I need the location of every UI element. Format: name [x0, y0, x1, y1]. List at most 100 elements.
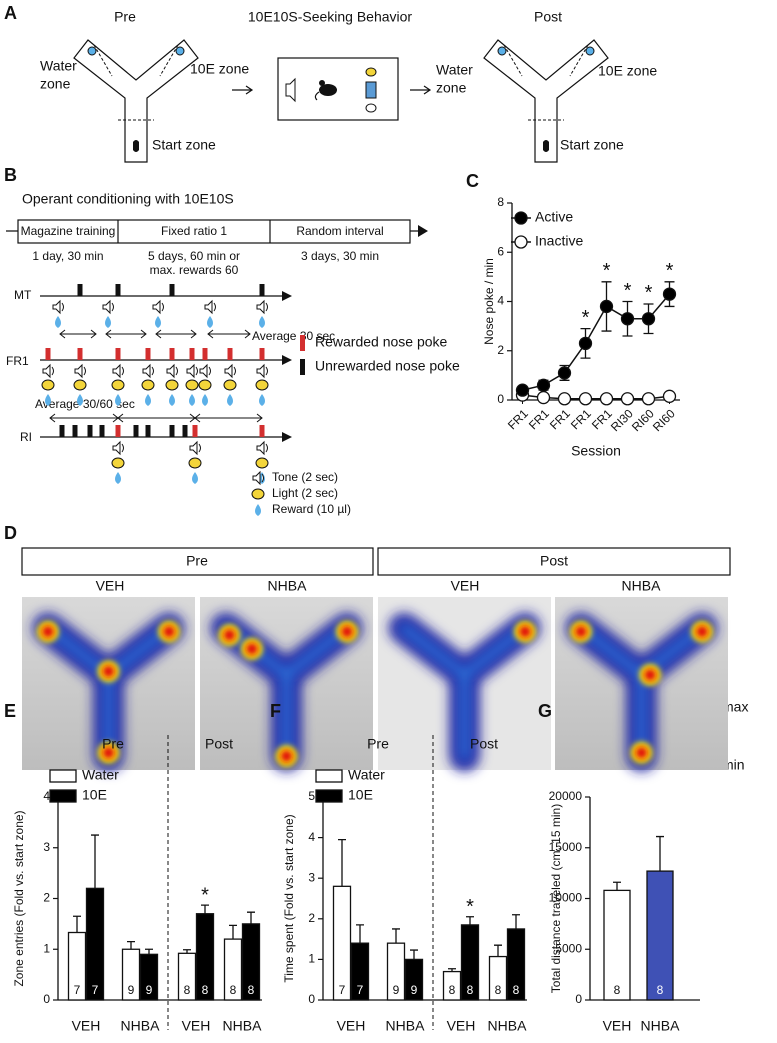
poke [133, 425, 139, 437]
point [662, 389, 677, 403]
hotspot [644, 668, 657, 681]
point [662, 287, 677, 301]
tone-icon [204, 299, 216, 315]
reward-icon [45, 394, 51, 406]
error-bar [410, 949, 418, 960]
y-axis-title: Total distance traveled (cm, 15 min) [549, 804, 563, 993]
poke [259, 348, 265, 360]
n-label: 8 [495, 983, 502, 997]
phase: Magazine training [21, 224, 116, 238]
tone-icon [166, 363, 178, 379]
bar [488, 955, 508, 1001]
poke [202, 348, 208, 360]
error-bar [127, 940, 135, 950]
interval-arrow [194, 413, 263, 423]
poke [169, 348, 175, 360]
hotspot [280, 750, 293, 763]
x-tick-label: VEH [603, 1018, 632, 1034]
error-bar [145, 948, 153, 955]
bar [177, 952, 197, 1001]
significance: * [666, 260, 674, 282]
point [599, 299, 614, 314]
panel-letter: D [4, 523, 17, 543]
n-label: 9 [146, 983, 153, 997]
light-icon [188, 457, 202, 469]
tone-icon [224, 363, 236, 379]
error-bar [512, 914, 520, 929]
x-tick-label: VEH [337, 1018, 366, 1034]
point [536, 378, 551, 392]
point [578, 392, 593, 406]
interval-arrow [59, 329, 97, 339]
x-tick-label: FR1 [526, 406, 552, 432]
n-label: 7 [74, 983, 81, 997]
post-title: Post [534, 9, 562, 25]
panel-letter: G [538, 701, 552, 721]
n-label: 8 [614, 983, 621, 997]
group-label: Pre [102, 736, 124, 752]
duration: 3 days, 30 min [301, 249, 379, 263]
arrow-head [282, 432, 292, 442]
condition-label: VEH [96, 578, 125, 594]
cue-label: Tone (2 sec) [272, 470, 338, 484]
poke [145, 348, 151, 360]
phase: Fixed ratio 1 [161, 224, 227, 238]
error-bar [338, 838, 346, 887]
light-icon [165, 379, 179, 391]
significance: * [603, 260, 611, 282]
poke [115, 284, 121, 296]
y-tick-label: 3 [43, 840, 50, 854]
point [557, 392, 572, 406]
hotspot [163, 625, 176, 638]
reward-icon [259, 394, 265, 406]
zone-label: 10E zone [598, 63, 657, 79]
y-tick-label: 5 [308, 789, 315, 803]
significance: * [624, 280, 632, 302]
light-icon [41, 379, 55, 391]
x-axis-title: Session [571, 443, 621, 459]
point [536, 390, 551, 405]
legend-label: 10E [348, 787, 373, 803]
maze-outline [73, 39, 199, 163]
y-axis-title: Zone entries (Fold vs. start zone) [12, 810, 26, 986]
hotspot [635, 746, 648, 759]
group-label: Post [470, 736, 498, 752]
hotspot [102, 746, 115, 759]
reward-icon [192, 472, 198, 484]
y-tick-label: 20000 [549, 789, 583, 803]
legend-swatch [49, 789, 77, 803]
tone-icon [52, 299, 64, 315]
interval-label: Average 30 sec [252, 329, 335, 343]
zone-label: Water [40, 58, 77, 74]
y-tick-label: 1 [43, 941, 50, 955]
group-label: Pre [186, 553, 208, 569]
legend-swatch [300, 359, 305, 375]
x-tick-label: NHBA [223, 1018, 263, 1034]
heatmap [200, 597, 373, 772]
arrow-head [282, 355, 292, 365]
duration: 5 days, 60 min or [148, 249, 240, 263]
x-tick-label: FR1 [505, 406, 531, 432]
mouse-icon [543, 140, 549, 152]
tone-icon [199, 363, 211, 379]
panel-letter: F [270, 701, 281, 721]
row-label: FR1 [6, 354, 29, 368]
y-tick-label: 15000 [549, 840, 583, 854]
y-tick-label: 4 [497, 294, 504, 308]
bar [121, 948, 141, 1001]
interval-label: Average 30/60 sec [35, 397, 135, 411]
legend-marker [514, 211, 528, 225]
point [557, 366, 572, 380]
heatmap [22, 597, 195, 772]
hotspot [341, 625, 354, 638]
zone-divider [93, 44, 179, 121]
tone-icon [112, 363, 124, 379]
y-tick-label: 0 [575, 992, 582, 1006]
error-bar [466, 916, 474, 925]
legend-label: Water [348, 767, 385, 783]
y-tick-label: 4 [308, 830, 315, 844]
n-label: 8 [513, 983, 520, 997]
point [620, 312, 635, 326]
y-axis-title: Nose poke / min [482, 258, 496, 345]
panel-letter: B [4, 165, 17, 185]
